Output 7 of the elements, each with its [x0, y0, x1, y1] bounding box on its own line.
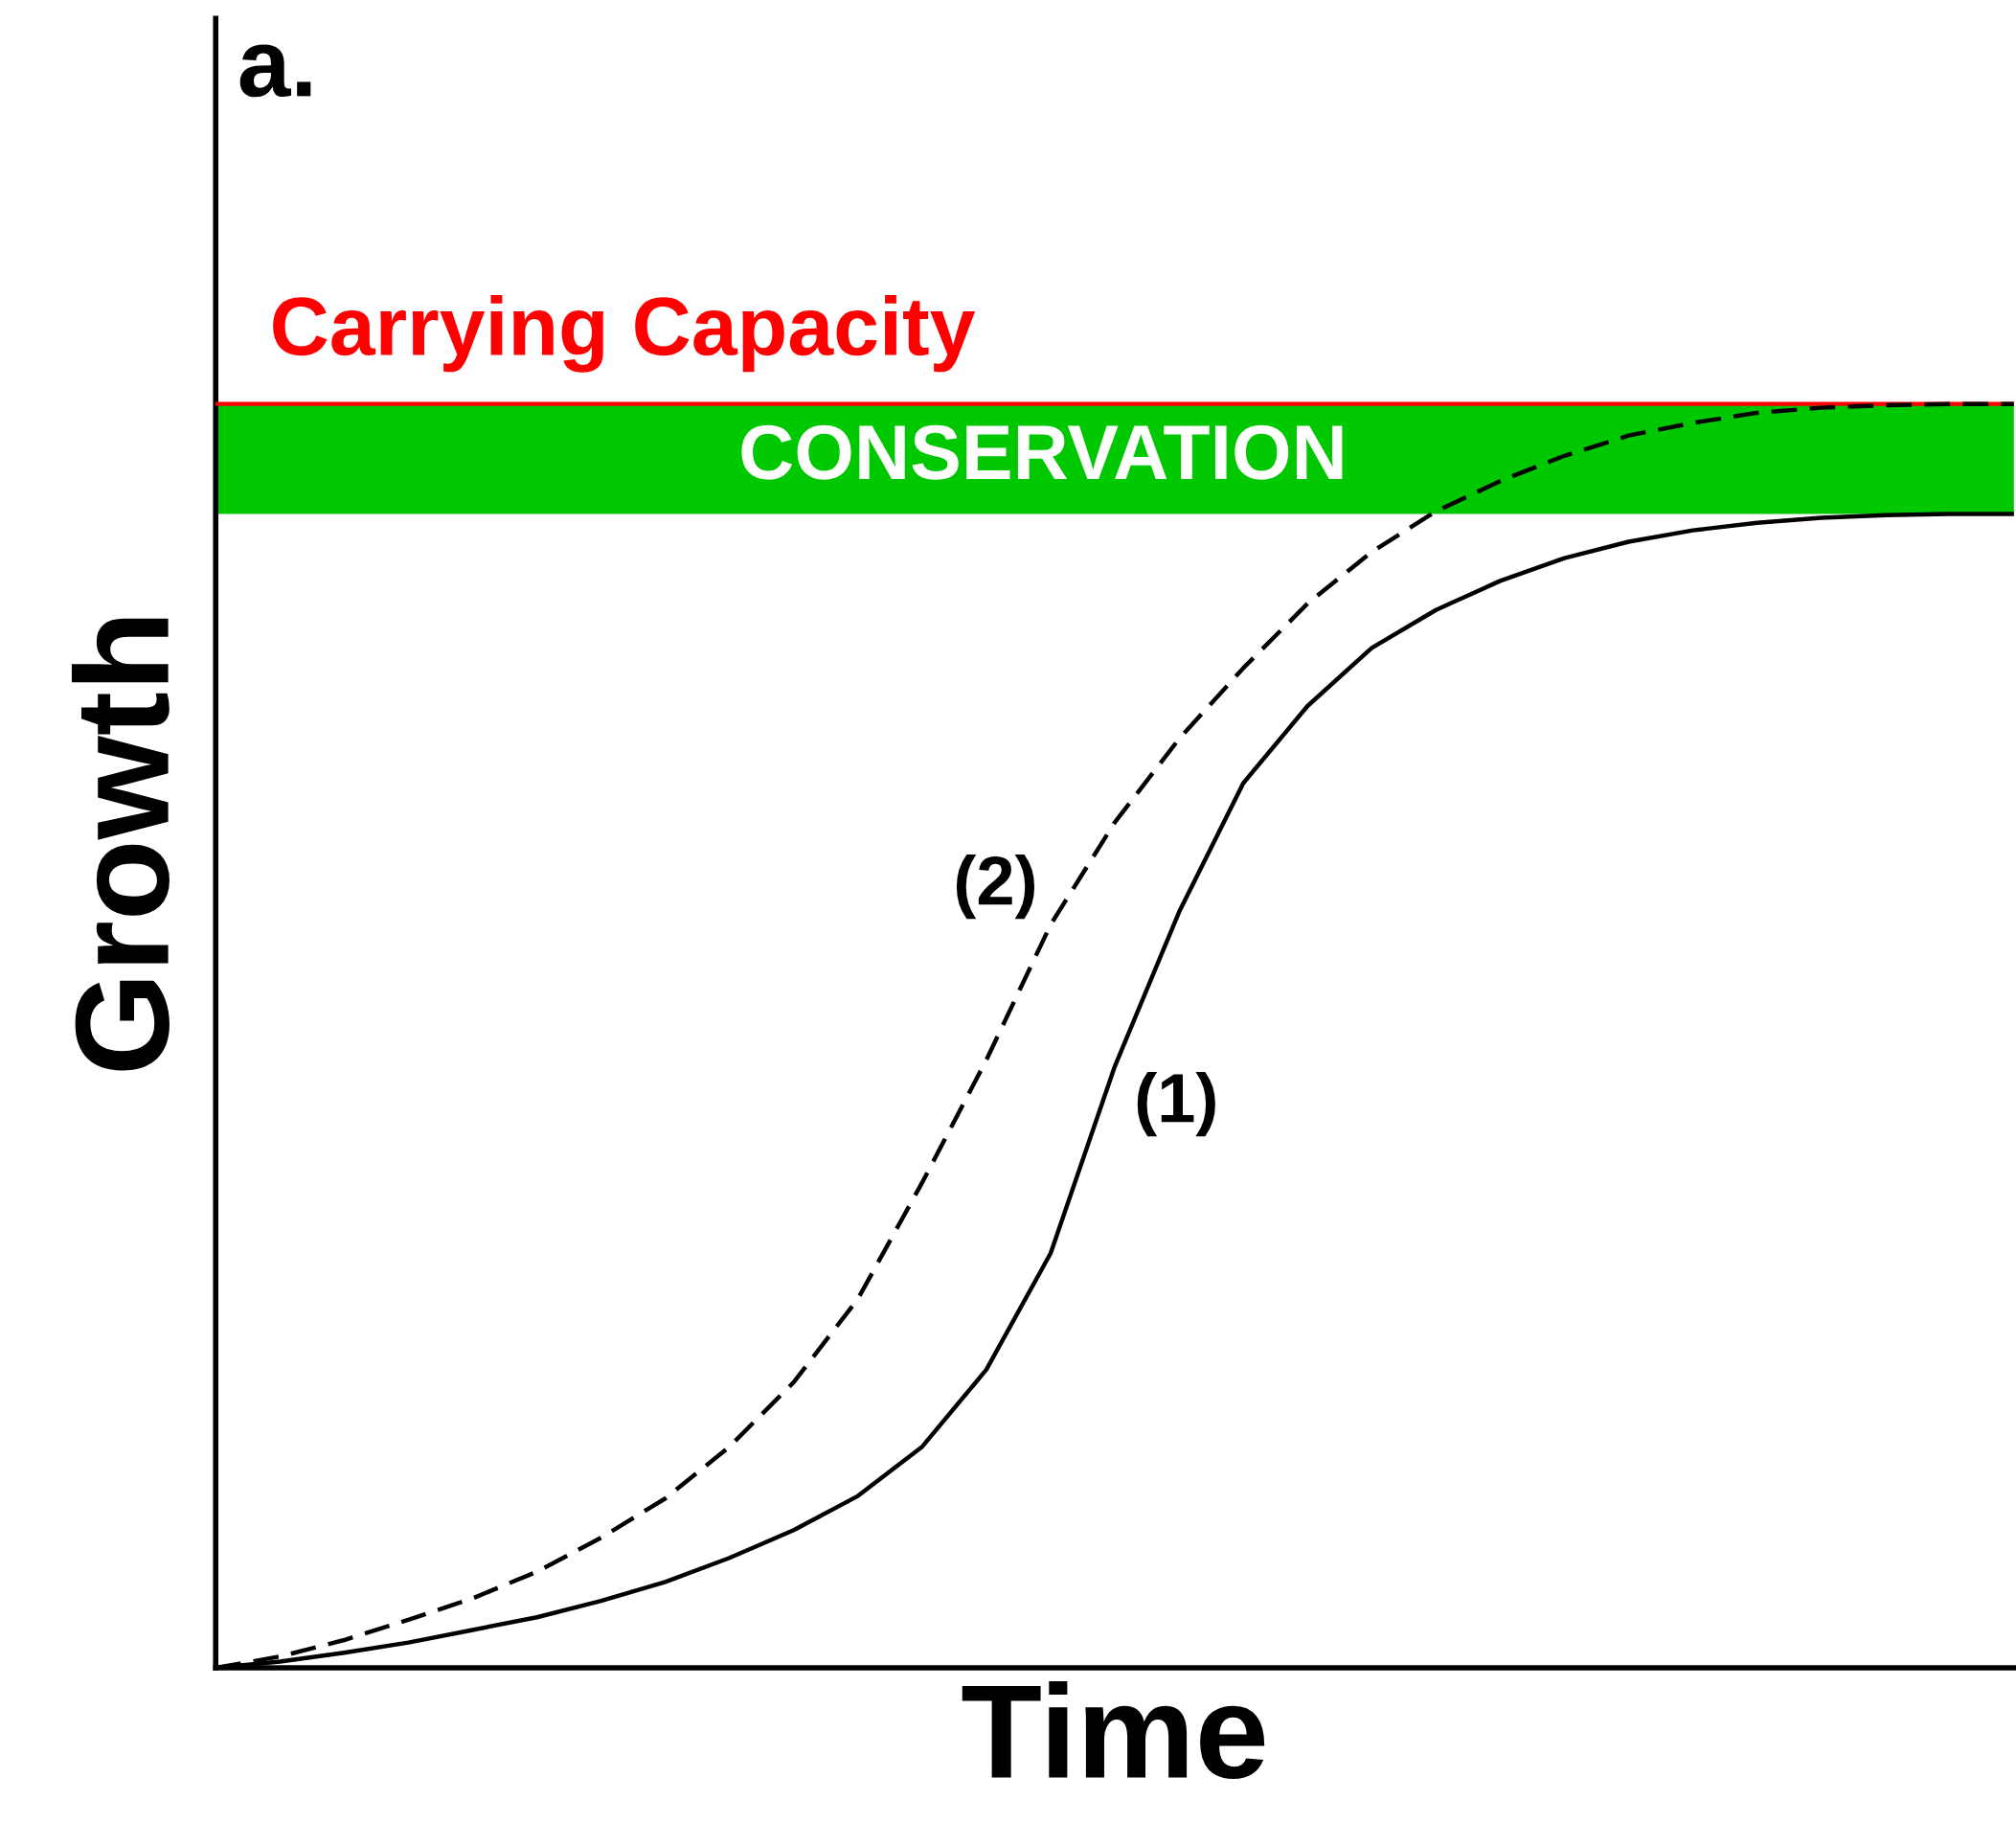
- text: a.: [239, 44, 311, 98]
- series-label: (1): [1137, 1071, 1215, 1137]
- y-axis-title: Growth: [71, 618, 170, 1071]
- series-label: (2): [956, 855, 1035, 920]
- band-label: CONSERVATION: [741, 424, 1343, 480]
- ref-line-label: Carrying Capacity: [273, 295, 976, 373]
- x-axis-title: Time: [962, 1680, 1265, 1779]
